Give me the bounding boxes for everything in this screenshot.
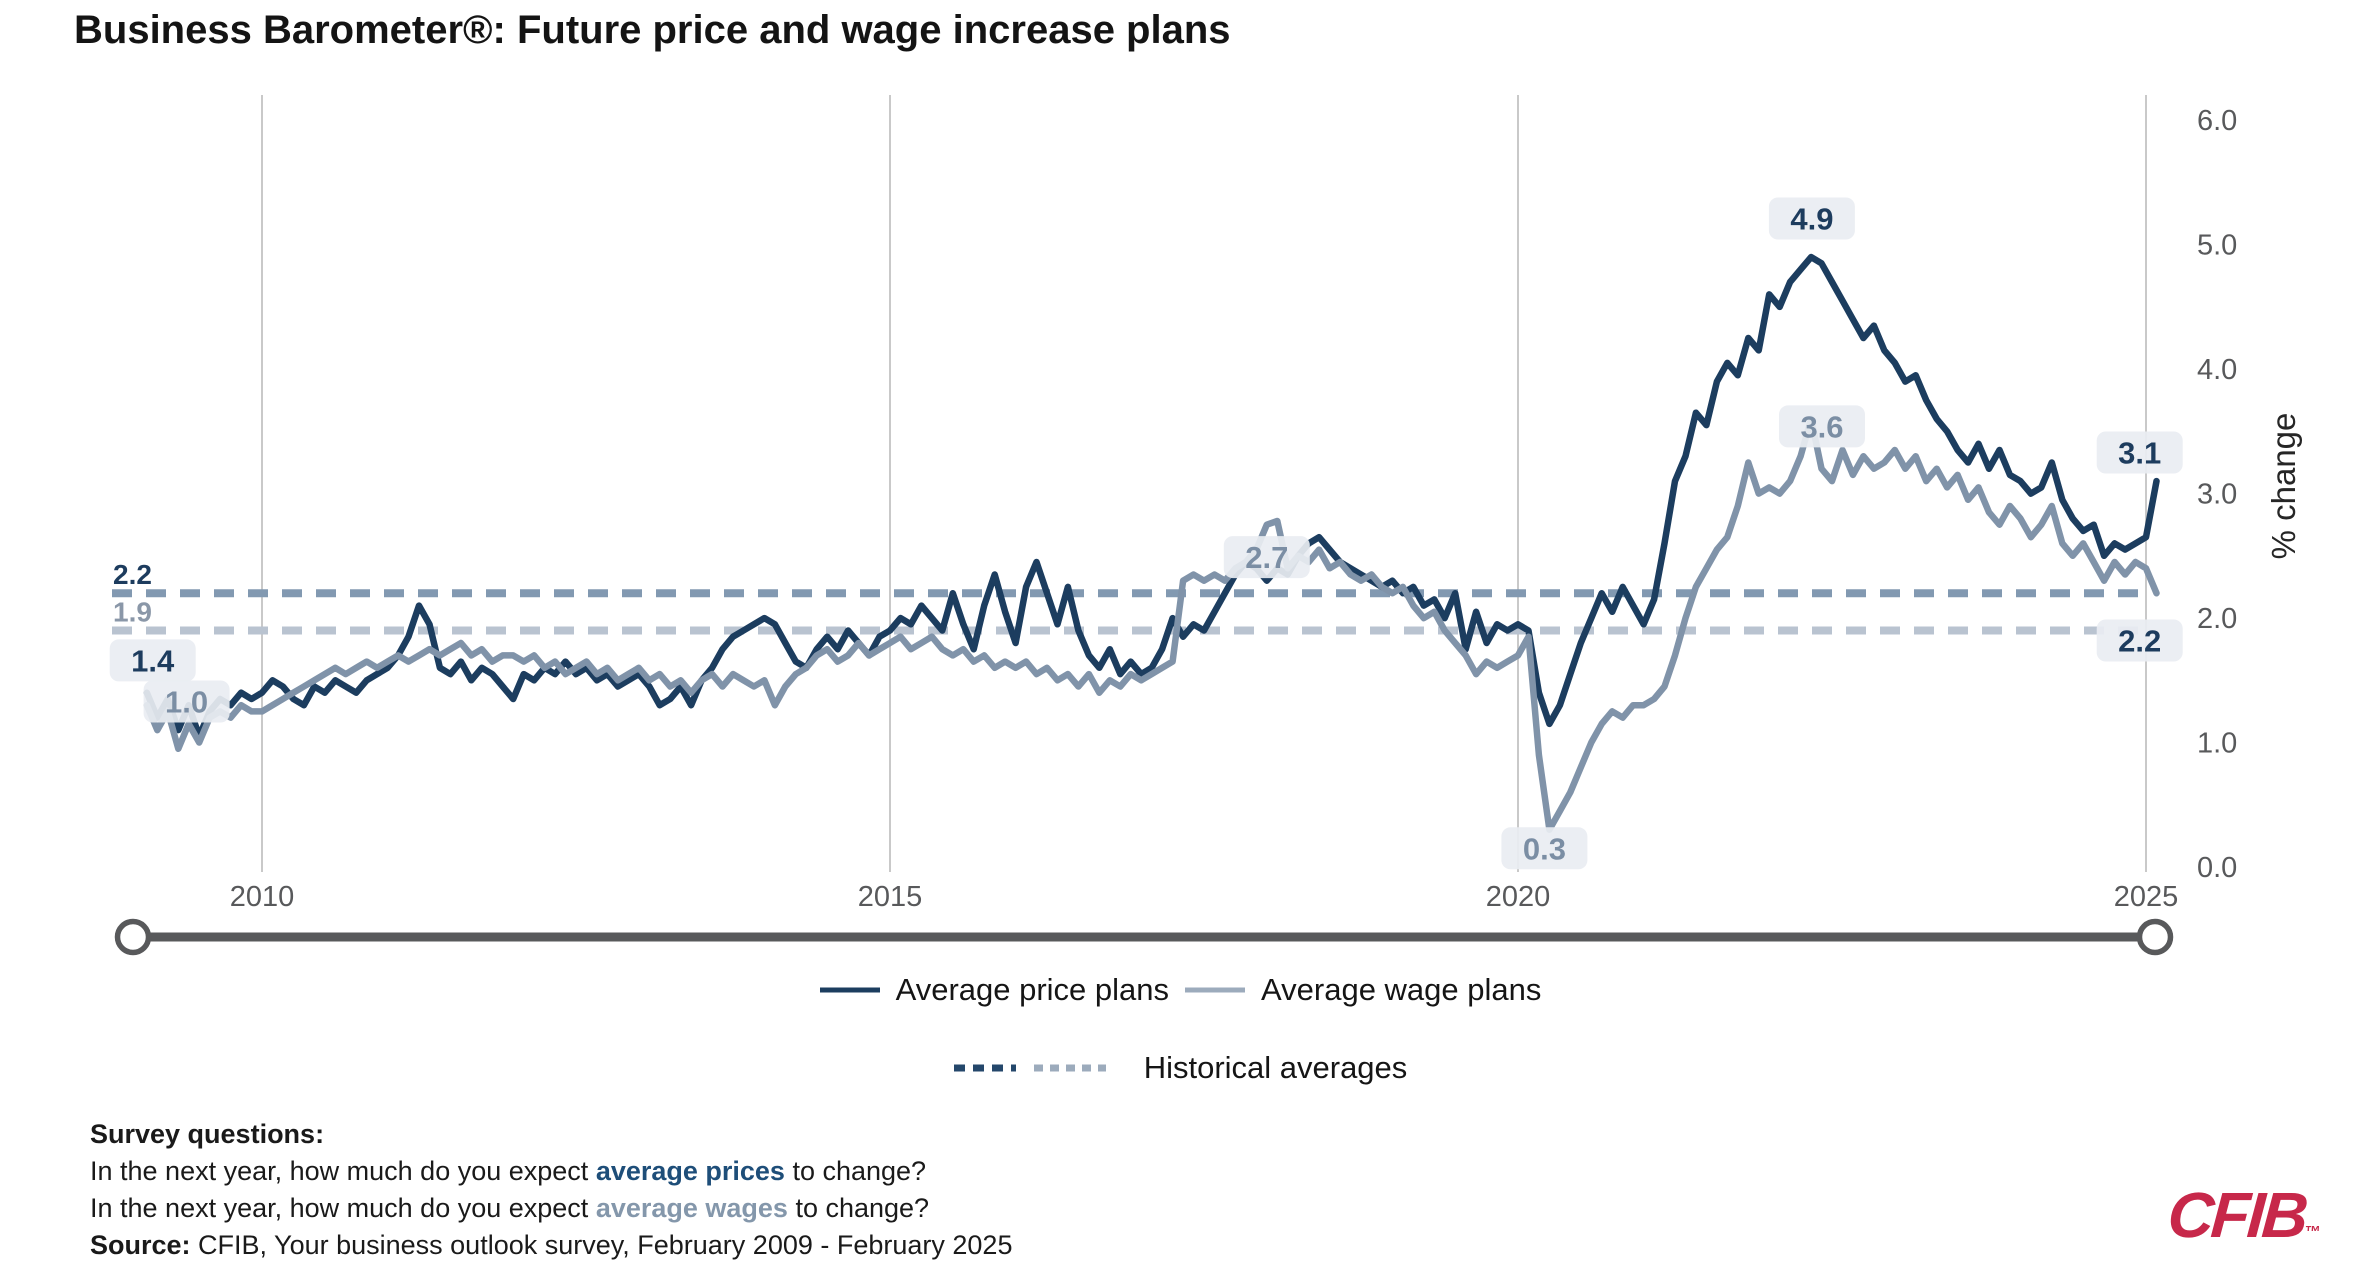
cfib-logo-text: CFIB — [2165, 1179, 2308, 1251]
source-label: Source: — [90, 1230, 191, 1260]
legend-wage-label: Average wage plans — [1261, 972, 1542, 1007]
survey-questions-block: Survey questions: In the next year, how … — [90, 1116, 1012, 1264]
q1-post: to change? — [784, 1156, 927, 1186]
y-tick-3.0: 3.0 — [2197, 479, 2237, 511]
wage-line-swatch — [1185, 987, 1246, 993]
annotation-badge — [1501, 827, 1588, 870]
annotation-1.4: 1.4 — [109, 639, 196, 682]
y-tick-1.0: 1.0 — [2197, 728, 2237, 760]
annotation-2.2: 2.2 — [2096, 619, 2183, 662]
average-label-1: 1.9 — [113, 597, 152, 628]
slider-handle-left[interactable] — [114, 918, 152, 956]
annotation-4.9: 4.9 — [1768, 197, 1855, 240]
annotation-badge — [1768, 197, 1855, 240]
annotation-text: 4.9 — [1790, 202, 1833, 237]
annotation-text: 0.3 — [1523, 831, 1566, 866]
y-tick-4.0: 4.0 — [2197, 354, 2237, 386]
annotation-0.3: 0.3 — [1501, 827, 1588, 870]
average-label-0: 2.2 — [113, 559, 152, 590]
annotation-2.7: 2.7 — [1223, 536, 1310, 579]
y-tick-5.0: 5.0 — [2197, 230, 2237, 262]
cfib-logo: CFIB™ — [2165, 1178, 2323, 1252]
price-line-swatch — [819, 987, 880, 993]
y-tick-6.0: 6.0 — [2197, 105, 2237, 137]
legend-item-wage[interactable]: Average wage plans — [1183, 972, 1541, 1008]
annotation-badge — [2096, 619, 2183, 662]
historical-legend: Historical averages — [0, 1050, 2359, 1086]
annotation-text: 2.7 — [1245, 540, 1288, 575]
annotation-text: 1.4 — [131, 643, 175, 678]
source-text: CFIB, Your business outlook survey, Febr… — [190, 1230, 1013, 1260]
annotation-badge — [143, 680, 230, 723]
survey-question-wages: In the next year, how much do you expect… — [90, 1190, 1012, 1227]
y-tick-2.0: 2.0 — [2197, 603, 2237, 635]
price-average-dash-swatch — [953, 1064, 1016, 1072]
q2-post: to change? — [787, 1193, 930, 1223]
annotation-badge — [1223, 536, 1310, 579]
x-tick-2020: 2020 — [1486, 881, 1551, 913]
slider-handle-right[interactable] — [2136, 918, 2174, 956]
annotation-3.1: 3.1 — [2096, 431, 2183, 474]
annotation-1.0: 1.0 — [143, 680, 230, 723]
annotation-badge — [109, 639, 196, 682]
y-axis-label: % change — [2265, 413, 2302, 560]
legend-price-label: Average price plans — [895, 972, 1170, 1007]
y-tick-0.0: 0.0 — [2197, 852, 2237, 884]
time-range-slider[interactable] — [0, 908, 2359, 970]
annotation-3.6: 3.6 — [1779, 405, 1865, 448]
annotation-text: 3.1 — [2118, 436, 2161, 471]
survey-question-prices: In the next year, how much do you expect… — [90, 1153, 1012, 1190]
chart-canvas: 2010 2015 2020 2025 6.0 5.0 4.0 3.0 2.0 1.0 0.0 % c… — [109, 95, 2302, 913]
legend-item-price[interactable]: Average price plans — [818, 972, 1169, 1008]
wage-average-dash-swatch — [1033, 1064, 1106, 1072]
trademark-mark: ™ — [2303, 1224, 2321, 1241]
annotation-badge — [2096, 431, 2183, 474]
x-tick-2015: 2015 — [858, 881, 923, 913]
legend-item-historical[interactable]: Historical averages — [952, 1050, 1408, 1086]
x-tick-2025: 2025 — [2114, 881, 2179, 913]
annotation-badge — [1779, 405, 1865, 448]
page-title: Business Barometer®: Future price and wa… — [74, 8, 1231, 52]
series-line-0 — [143, 253, 2160, 740]
q1-emphasis: average prices — [595, 1156, 785, 1186]
survey-heading: Survey questions: — [90, 1119, 325, 1149]
annotation-text: 2.2 — [2118, 624, 2161, 659]
source-line: Source: CFIB, Your business outlook surv… — [90, 1227, 1012, 1264]
q2-pre: In the next year, how much do you expect — [90, 1193, 596, 1223]
legend-historical-label: Historical averages — [1143, 1050, 1408, 1085]
annotation-text: 3.6 — [1800, 409, 1843, 444]
x-tick-2010: 2010 — [230, 881, 295, 913]
annotation-text: 1.0 — [165, 685, 208, 720]
q1-pre: In the next year, how much do you expect — [90, 1156, 596, 1186]
q2-emphasis: average wages — [595, 1193, 788, 1223]
series-line-1 — [143, 415, 2160, 833]
series-legend: Average price plans Average wage plans — [0, 972, 2359, 1008]
